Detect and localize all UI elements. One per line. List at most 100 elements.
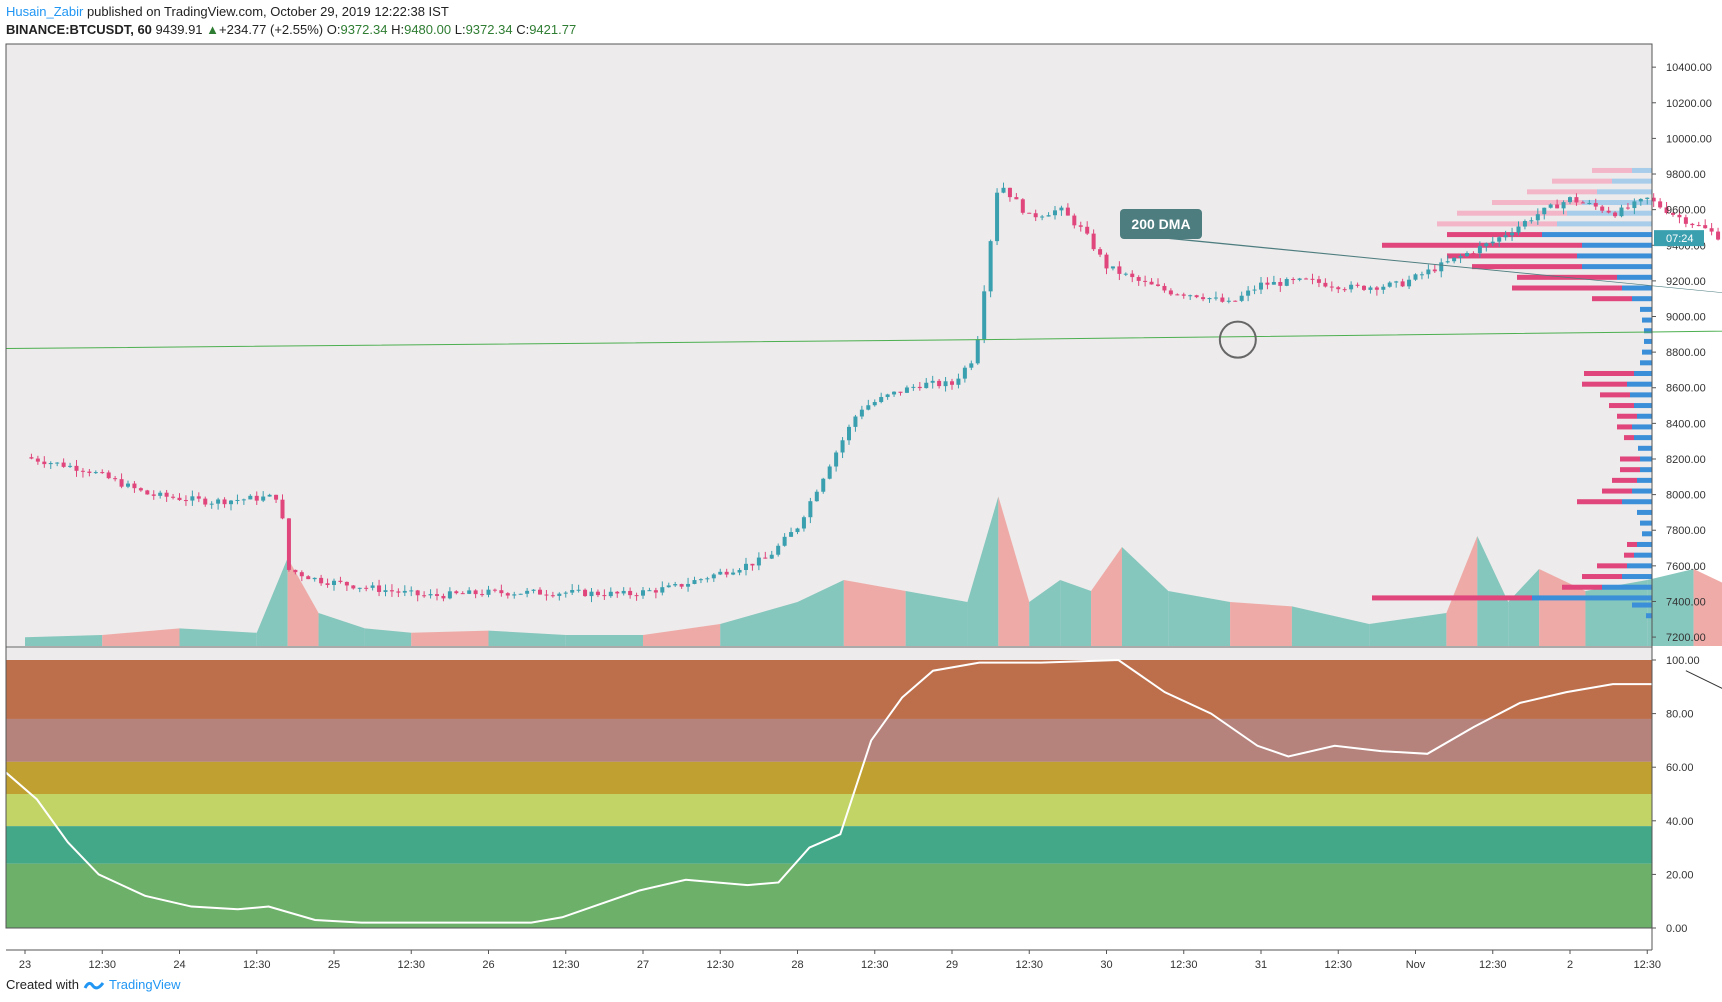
candle-down xyxy=(1130,273,1135,278)
time-tick-label: 24 xyxy=(173,959,185,971)
volume-profile-down-37 xyxy=(1597,563,1627,569)
candle-down xyxy=(87,471,92,473)
candle-down xyxy=(435,594,439,596)
volume-profile-down-29 xyxy=(1612,477,1637,483)
candle-up xyxy=(1561,202,1566,209)
volume-area-11 xyxy=(720,602,798,646)
candle-down xyxy=(1625,207,1630,209)
volume-profile-down-38 xyxy=(1582,574,1622,580)
oscillator-zone-5 xyxy=(6,863,1652,928)
candle-up xyxy=(647,590,652,592)
candle-down xyxy=(138,488,143,491)
candle-down xyxy=(1072,215,1077,226)
last-price: 9439.91 xyxy=(155,22,203,37)
volume-profile-up-40 xyxy=(1532,595,1652,601)
volume-profile-up-28 xyxy=(1640,467,1652,473)
tradingview-brand[interactable]: TradingView xyxy=(108,977,181,992)
candle-down xyxy=(1329,286,1334,288)
volume-profile-up-38 xyxy=(1622,574,1652,580)
volume-area-1 xyxy=(102,628,180,646)
candle-up xyxy=(866,405,871,410)
time-tick-label: 30 xyxy=(1100,959,1112,971)
candle-down xyxy=(538,589,542,595)
candle-up xyxy=(1394,281,1399,283)
candle-up xyxy=(859,409,864,417)
candle-down xyxy=(1336,287,1341,290)
volume-profile-up-31 xyxy=(1622,499,1652,505)
volume-profile-down-28 xyxy=(1620,467,1640,473)
volume-profile-down-24 xyxy=(1617,424,1632,430)
candle-up xyxy=(1123,273,1128,275)
volume-profile-up-9 xyxy=(1582,264,1652,270)
candle-up xyxy=(795,528,800,533)
candle-up xyxy=(1535,214,1540,221)
volume-profile-up-6 xyxy=(1542,232,1652,238)
volume-profile-down-36 xyxy=(1624,552,1634,558)
volume-profile-up-10 xyxy=(1617,274,1652,280)
volume-profile-up-1 xyxy=(1612,178,1652,184)
candle-down xyxy=(1362,285,1366,290)
candle-down xyxy=(106,472,111,479)
oscillator-line xyxy=(5,658,1722,924)
candle-down xyxy=(1574,197,1579,203)
candle-down xyxy=(1020,199,1025,213)
candle-up xyxy=(943,381,948,387)
candle-down xyxy=(61,462,66,467)
candle-up xyxy=(847,426,851,441)
candle-down xyxy=(1432,269,1437,272)
price-tick-label: 10200.00 xyxy=(1666,98,1712,110)
candle-down xyxy=(1374,287,1379,290)
candle-up xyxy=(1477,246,1482,254)
candle-up xyxy=(892,391,897,395)
candle-down xyxy=(35,458,40,462)
candle-down xyxy=(1677,214,1682,218)
candle-down xyxy=(151,494,156,496)
candle-up xyxy=(879,397,884,403)
candle-up xyxy=(737,569,742,573)
candle-down xyxy=(1156,284,1160,286)
volume-profile-up-22 xyxy=(1634,403,1652,409)
candle-down xyxy=(473,590,478,595)
volume-profile-down-0 xyxy=(1592,167,1632,173)
candle-up xyxy=(248,495,253,500)
volume-profile-up-32 xyxy=(1637,509,1652,515)
candle-up xyxy=(1458,255,1463,258)
volume-profile-up-30 xyxy=(1632,488,1652,494)
candle-up xyxy=(486,589,491,595)
volume-profile-up-16 xyxy=(1644,338,1652,344)
dma-callout-label: 200 DMA xyxy=(1131,216,1190,232)
time-tick-label: 2 xyxy=(1567,959,1573,971)
price-tick-label: 8600.00 xyxy=(1666,383,1706,395)
candle-up xyxy=(209,503,214,505)
author-link[interactable]: Husain_Zabir xyxy=(6,4,84,19)
candle-up xyxy=(557,593,562,596)
candle-up xyxy=(357,587,362,589)
candle-down xyxy=(1613,212,1618,217)
candle-up xyxy=(126,483,130,487)
candle-down xyxy=(1136,277,1141,281)
candle-up xyxy=(1497,237,1502,242)
candle-up xyxy=(1381,286,1386,290)
candle-up xyxy=(48,463,53,465)
candle-up xyxy=(525,590,530,594)
time-tick-label: 12:30 xyxy=(1324,959,1352,971)
candle-up xyxy=(789,532,794,537)
symbol-name[interactable]: BINANCE:BTCUSDT, 60 xyxy=(6,22,152,37)
time-tick-label: 12:30 xyxy=(1170,959,1198,971)
volume-profile-down-40 xyxy=(1372,595,1532,601)
candle-up xyxy=(769,554,774,559)
candle-down xyxy=(937,380,942,387)
volume-area-9 xyxy=(565,635,643,646)
candle-down xyxy=(1555,204,1560,209)
time-tick-label: 12:30 xyxy=(1015,959,1043,971)
candle-up xyxy=(1252,289,1257,291)
volume-profile-up-13 xyxy=(1640,306,1652,312)
high-label: H: xyxy=(391,22,405,37)
candle-down xyxy=(1201,297,1206,300)
volume-area-15 xyxy=(967,496,999,646)
candle-down xyxy=(1304,278,1309,280)
candle-down xyxy=(1683,217,1688,224)
price-tick-label: 7200.00 xyxy=(1666,632,1706,644)
candle-down xyxy=(1033,213,1038,218)
